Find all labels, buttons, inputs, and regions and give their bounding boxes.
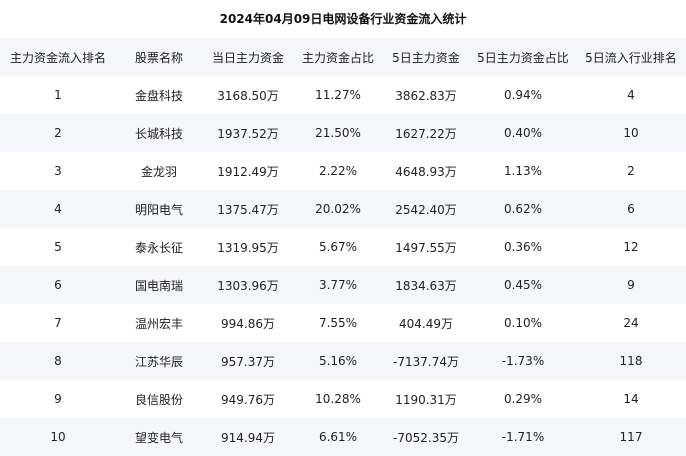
cell-daily-main-fund: 914.94万: [221, 430, 275, 445]
cell-5day-main-fund: -7052.35万: [393, 430, 459, 445]
column-header-5day-main-fund: 5日主力资金: [392, 50, 460, 65]
cell-rank: 1: [54, 88, 62, 102]
cell-main-fund-ratio: 5.16%: [318, 354, 358, 368]
cell-main-fund-ratio: 21.50%: [315, 126, 361, 140]
cell-daily-main-fund: 994.86万: [221, 316, 275, 331]
cell-5day-ratio: 0.29%: [503, 392, 543, 406]
cell-5day-main-fund: 1834.63万: [395, 278, 457, 293]
cell-5day-ratio: 1.13%: [503, 164, 543, 178]
cell-rank: 5: [54, 240, 62, 254]
cell-main-fund-ratio: 11.27%: [315, 88, 361, 102]
table-row: 5 泰永长征 1319.95万 5.67% 1497.55万 0.36% 12: [0, 228, 686, 266]
cell-main-fund-ratio: 10.28%: [315, 392, 361, 406]
cell-5day-ratio: 0.36%: [503, 240, 543, 254]
table-row: 10 望变电气 914.94万 6.61% -7052.35万 -1.71% 117: [0, 418, 686, 456]
table-row: 8 江苏华辰 957.37万 5.16% -7137.74万 -1.73% 118: [0, 342, 686, 380]
cell-5day-ratio: 0.94%: [503, 88, 543, 102]
cell-5day-industry-rank: 117: [619, 430, 643, 444]
cell-stock-name: 金龙羽: [140, 164, 177, 179]
table-row: 6 国电南瑞 1303.96万 3.77% 1834.63万 0.45% 9: [0, 266, 686, 304]
cell-main-fund-ratio: 7.55%: [318, 316, 358, 330]
cell-rank: 3: [54, 164, 62, 178]
cell-5day-main-fund: 1190.31万: [395, 392, 457, 407]
cell-main-fund-ratio: 2.22%: [318, 164, 358, 178]
cell-5day-ratio: 0.40%: [503, 126, 543, 140]
cell-5day-industry-rank: 24: [623, 316, 639, 330]
cell-stock-name: 良信股份: [134, 392, 183, 407]
cell-stock-name: 江苏华辰: [134, 354, 183, 369]
cell-5day-ratio: -1.73%: [501, 354, 545, 368]
cell-rank: 4: [54, 202, 62, 216]
table-row: 7 温州宏丰 994.86万 7.55% 404.49万 0.10% 24: [0, 304, 686, 342]
cell-stock-name: 泰永长征: [134, 240, 183, 255]
cell-main-fund-ratio: 5.67%: [318, 240, 358, 254]
cell-rank: 2: [54, 126, 62, 140]
table-row: 9 良信股份 949.76万 10.28% 1190.31万 0.29% 14: [0, 380, 686, 418]
cell-5day-ratio: 0.62%: [503, 202, 543, 216]
cell-daily-main-fund: 1937.52万: [217, 126, 279, 141]
cell-stock-name: 国电南瑞: [134, 278, 183, 293]
cell-5day-industry-rank: 10: [623, 126, 639, 140]
cell-5day-industry-rank: 6: [627, 202, 635, 216]
cell-5day-ratio: 0.10%: [503, 316, 543, 330]
cell-main-fund-ratio: 3.77%: [318, 278, 358, 292]
cell-main-fund-ratio: 6.61%: [318, 430, 358, 444]
cell-rank: 6: [54, 278, 62, 292]
cell-5day-industry-rank: 9: [627, 278, 635, 292]
cell-stock-name: 温州宏丰: [134, 316, 183, 331]
cell-rank: 7: [54, 316, 62, 330]
cell-5day-main-fund: 1497.55万: [395, 240, 457, 255]
table-row: 4 明阳电气 1375.47万 20.02% 2542.40万 0.62% 6: [0, 190, 686, 228]
cell-daily-main-fund: 949.76万: [221, 392, 275, 407]
table-header-row: 主力资金流入排名 股票名称 当日主力资金 主力资金占比 5日主力资金 5日主力资…: [0, 38, 686, 76]
column-header-daily-main-fund: 当日主力资金: [211, 50, 284, 65]
column-header-stock-name: 股票名称: [134, 50, 183, 65]
cell-5day-industry-rank: 4: [627, 88, 635, 102]
table-row: 2 长城科技 1937.52万 21.50% 1627.22万 0.40% 10: [0, 114, 686, 152]
table-row: 3 金龙羽 1912.49万 2.22% 4648.93万 1.13% 2: [0, 152, 686, 190]
cell-stock-name: 长城科技: [134, 126, 183, 141]
cell-daily-main-fund: 3168.50万: [217, 88, 279, 103]
cell-5day-industry-rank: 14: [623, 392, 639, 406]
column-header-main-fund-ratio: 主力资金占比: [301, 50, 374, 65]
cell-5day-ratio: 0.45%: [503, 278, 543, 292]
cell-main-fund-ratio: 20.02%: [315, 202, 361, 216]
fund-flow-table: 主力资金流入排名 股票名称 当日主力资金 主力资金占比 5日主力资金 5日主力资…: [0, 38, 686, 456]
cell-stock-name: 望变电气: [134, 430, 183, 445]
cell-5day-main-fund: 1627.22万: [395, 126, 457, 141]
column-header-rank: 主力资金流入排名: [9, 50, 106, 65]
cell-stock-name: 明阳电气: [134, 202, 183, 217]
cell-5day-industry-rank: 118: [619, 354, 643, 368]
cell-5day-main-fund: 2542.40万: [395, 202, 457, 217]
cell-5day-main-fund: 4648.93万: [395, 164, 457, 179]
page-title: 2024年04月09日电网设备行业资金流入统计: [219, 12, 467, 26]
cell-daily-main-fund: 1912.49万: [217, 164, 279, 179]
table-row: 1 金盘科技 3168.50万 11.27% 3862.83万 0.94% 4: [0, 76, 686, 114]
cell-5day-main-fund: -7137.74万: [393, 354, 459, 369]
cell-5day-main-fund: 404.49万: [399, 316, 453, 331]
cell-daily-main-fund: 1303.96万: [217, 278, 279, 293]
cell-5day-industry-rank: 12: [623, 240, 639, 254]
cell-daily-main-fund: 957.37万: [221, 354, 275, 369]
cell-5day-main-fund: 3862.83万: [395, 88, 457, 103]
cell-rank: 9: [54, 392, 62, 406]
column-header-5day-industry-rank: 5日流入行业排名: [585, 50, 677, 65]
cell-5day-industry-rank: 2: [627, 164, 635, 178]
cell-daily-main-fund: 1319.95万: [217, 240, 279, 255]
cell-rank: 8: [54, 354, 62, 368]
column-header-5day-ratio: 5日主力资金占比: [477, 50, 569, 65]
cell-stock-name: 金盘科技: [134, 88, 183, 103]
cell-daily-main-fund: 1375.47万: [217, 202, 279, 217]
cell-rank: 10: [50, 430, 66, 444]
cell-5day-ratio: -1.71%: [501, 430, 545, 444]
